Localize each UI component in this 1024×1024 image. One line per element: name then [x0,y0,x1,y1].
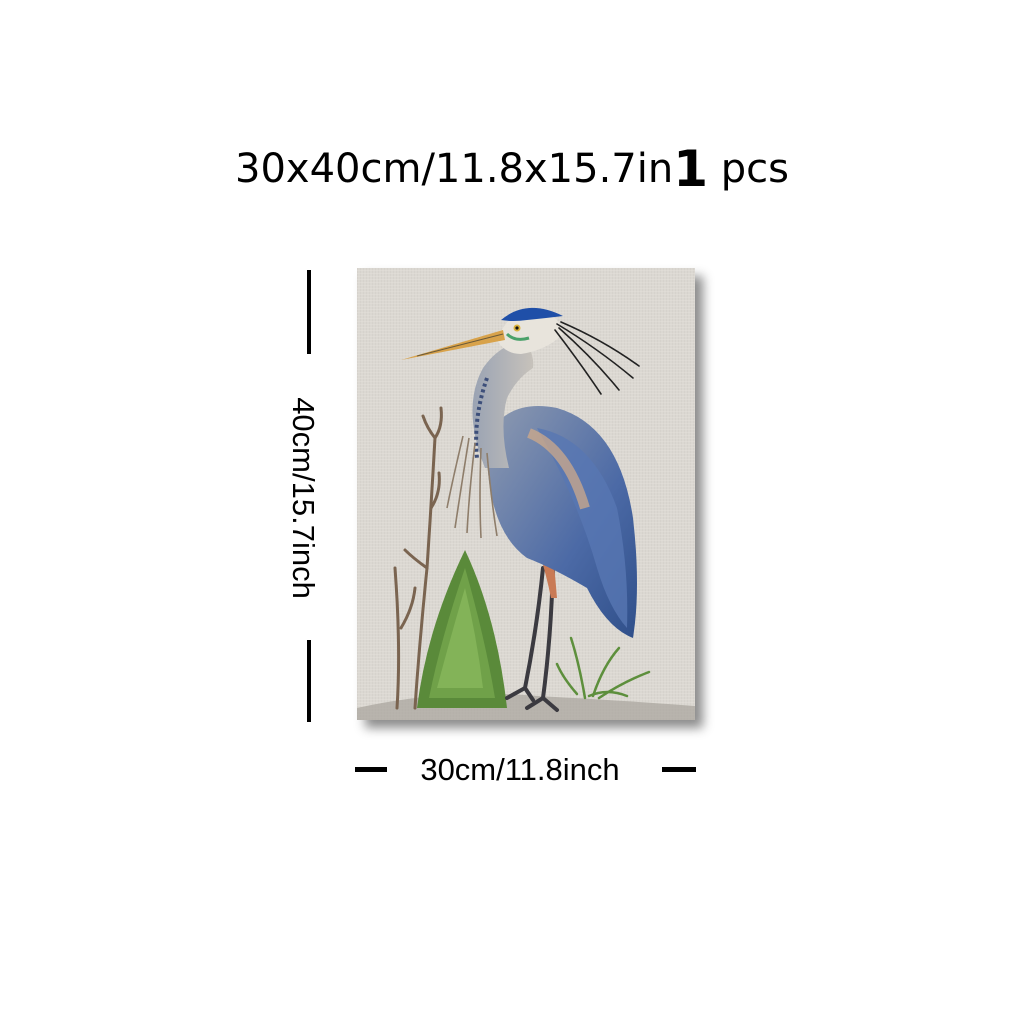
unit: pcs [720,146,789,192]
height-label: 40cm/15.7inch [286,397,321,599]
height-bar-top [307,270,311,354]
quantity: 1 [673,140,708,198]
heron-beak [401,330,505,360]
heron-neck [472,342,534,468]
size-text: 30x40cm/11.8x15.7in [235,146,674,192]
neck-plumes [446,435,498,539]
plant [555,636,651,700]
branch [393,406,443,710]
heron-crown [501,307,563,321]
width-label: 30cm/11.8inch [420,752,620,787]
height-bar-bottom [307,640,311,722]
width-bar-right [662,767,696,772]
head-plumes [554,321,640,395]
heron-painting [357,268,695,720]
canvas-artwork [357,268,695,720]
moss-bush [417,550,507,708]
heron-body [486,406,637,638]
size-headline: 30x40cm/11.8x15.7in1 pcs [0,140,1024,198]
width-bar-left [355,767,387,772]
